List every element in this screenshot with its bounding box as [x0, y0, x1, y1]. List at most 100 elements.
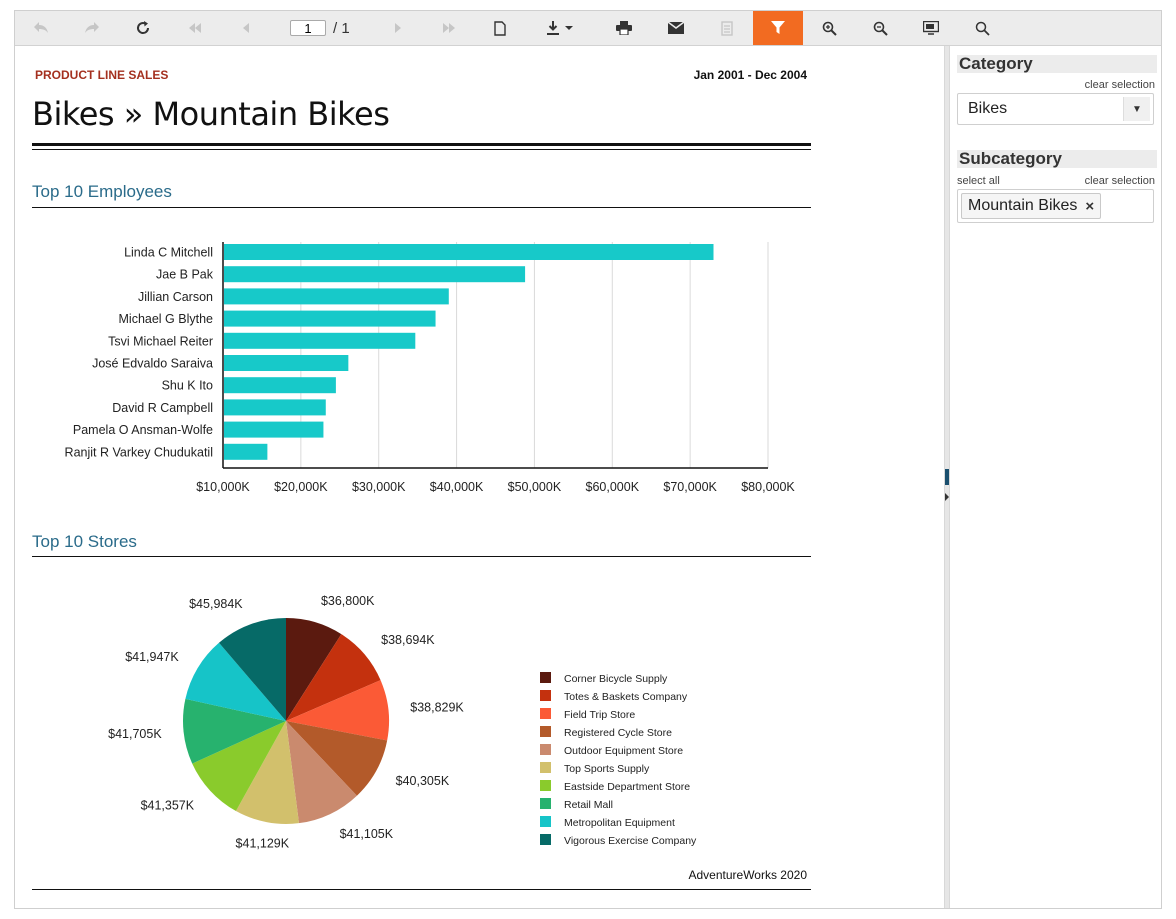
bar: [224, 399, 326, 416]
report-footer: AdventureWorks 2020: [688, 868, 807, 882]
printer-icon: [616, 21, 632, 35]
legend-entry: Totes & Baskets Company: [564, 691, 688, 703]
x-tick-label: $70,000K: [663, 480, 717, 494]
legend-swatch: [540, 816, 551, 827]
pie-slice: [182, 698, 286, 764]
forward-button[interactable]: [72, 11, 112, 45]
x-tick-label: $10,000K: [196, 480, 250, 494]
next-page-button[interactable]: [378, 11, 418, 45]
search-button[interactable]: [962, 11, 1002, 45]
prev-page-icon: [243, 23, 249, 33]
zoom-out-icon: [873, 21, 888, 36]
legend-swatch: [540, 708, 551, 719]
panel-splitter[interactable]: [944, 46, 950, 908]
y-category-label: Jillian Carson: [138, 290, 213, 304]
zoom-in-button[interactable]: [809, 11, 849, 45]
legend-entry: Field Trip Store: [564, 709, 635, 721]
parameters-panel: Category clear selection Bikes ▼ Subcate…: [950, 46, 1161, 908]
subcategory-clear-link[interactable]: clear selection: [1084, 175, 1155, 187]
y-category-label: José Edvaldo Saraiva: [92, 357, 213, 371]
category-select[interactable]: Bikes ▼: [957, 93, 1154, 125]
refresh-button[interactable]: [123, 11, 163, 45]
pie-data-label: $41,357K: [141, 799, 195, 813]
page-icon: [494, 20, 506, 36]
y-category-label: Linda C Mitchell: [124, 246, 213, 260]
report-page: PRODUCT LINE SALES Jan 2001 - Dec 2004 B…: [15, 46, 945, 908]
footer-rule: [32, 889, 811, 890]
zoom-out-button[interactable]: [860, 11, 900, 45]
filter-icon: [771, 21, 785, 34]
x-tick-label: $60,000K: [586, 480, 640, 494]
close-icon[interactable]: ×: [1085, 197, 1095, 215]
zoom-in-icon: [822, 21, 837, 36]
category-clear-link[interactable]: clear selection: [1084, 79, 1155, 91]
print-layout-button[interactable]: [480, 11, 520, 45]
y-category-label: Ranjit R Varkey Chudukatil: [65, 445, 213, 459]
y-category-label: Shu K Ito: [162, 379, 213, 393]
page-total: / 1: [333, 20, 350, 37]
bar: [224, 244, 714, 260]
y-category-label: Jae B Pak: [156, 268, 214, 282]
subcategory-select-all-link[interactable]: select all: [957, 175, 1000, 187]
collapse-arrow-icon[interactable]: [945, 493, 949, 501]
pie-data-label: $36,800K: [321, 594, 375, 608]
pie-data-label: $41,705K: [108, 727, 162, 741]
report-super-title: PRODUCT LINE SALES: [35, 68, 169, 82]
filter-button[interactable]: [753, 11, 803, 45]
back-icon: [34, 22, 48, 33]
pie-data-label: $41,947K: [125, 650, 179, 664]
prev-page-button[interactable]: [226, 11, 266, 45]
last-page-icon: [443, 23, 455, 33]
pie-slice: [218, 618, 286, 721]
document-map-icon: [721, 20, 733, 36]
pie-slice: [286, 721, 357, 824]
refresh-icon: [137, 21, 150, 34]
legend-swatch: [540, 726, 551, 737]
employees-bar-chart: $10,000K $20,000K $30,000K $40,000K $50,000K…: [65, 242, 795, 494]
category-label: Category: [957, 55, 1157, 73]
legend-swatch: [540, 762, 551, 773]
chevron-down-icon[interactable]: ▼: [1123, 97, 1150, 121]
title-rule: [32, 143, 811, 146]
bar: [224, 288, 449, 305]
pie-data-label: $38,829K: [410, 700, 464, 714]
y-category-label: Michael G Blythe: [119, 312, 214, 326]
legend-swatch: [540, 690, 551, 701]
pie-data-label: $41,129K: [236, 837, 290, 851]
legend-swatch: [540, 672, 551, 683]
first-page-button[interactable]: [175, 11, 215, 45]
section-title-stores: Top 10 Stores: [32, 532, 137, 551]
email-button[interactable]: [656, 11, 696, 45]
title-rule-thin: [32, 149, 811, 150]
document-map-button[interactable]: [707, 11, 747, 45]
x-tick-label: $50,000K: [508, 480, 562, 494]
y-category-label: Pamela O Ansman-Wolfe: [73, 423, 213, 437]
pie-data-label: $40,305K: [396, 774, 450, 788]
first-page-icon: [189, 23, 201, 33]
report-viewer: / 1: [14, 10, 1162, 909]
bar: [224, 310, 436, 327]
pie-slice: [185, 642, 286, 721]
monitor-icon: [923, 21, 939, 35]
fullscreen-button[interactable]: [911, 11, 951, 45]
splitter-grip[interactable]: [945, 469, 949, 485]
pie-data-label: $45,984K: [189, 597, 243, 611]
legend-swatch: [540, 834, 551, 845]
x-tick-label: $20,000K: [274, 480, 328, 494]
stores-pie-chart: $36,800K $38,694K $38,829K $40,305K $41,105K…: [108, 594, 697, 851]
page-number-input[interactable]: [290, 20, 326, 36]
subcategory-multiselect[interactable]: Mountain Bikes ×: [957, 189, 1154, 223]
pie-slice: [286, 721, 388, 796]
section-rule-employees: [32, 207, 811, 208]
subcategory-label: Subcategory: [957, 150, 1157, 168]
pie-data-label: $41,105K: [340, 827, 394, 841]
back-button[interactable]: [21, 11, 61, 45]
download-icon: [547, 21, 573, 35]
x-tick-label: $80,000K: [741, 480, 795, 494]
search-icon: [975, 21, 990, 36]
last-page-button[interactable]: [429, 11, 469, 45]
legend-entry: Eastside Department Store: [564, 781, 690, 793]
export-button[interactable]: [534, 11, 586, 45]
print-button[interactable]: [604, 11, 644, 45]
legend-entry: Vigorous Exercise Company: [564, 835, 697, 847]
